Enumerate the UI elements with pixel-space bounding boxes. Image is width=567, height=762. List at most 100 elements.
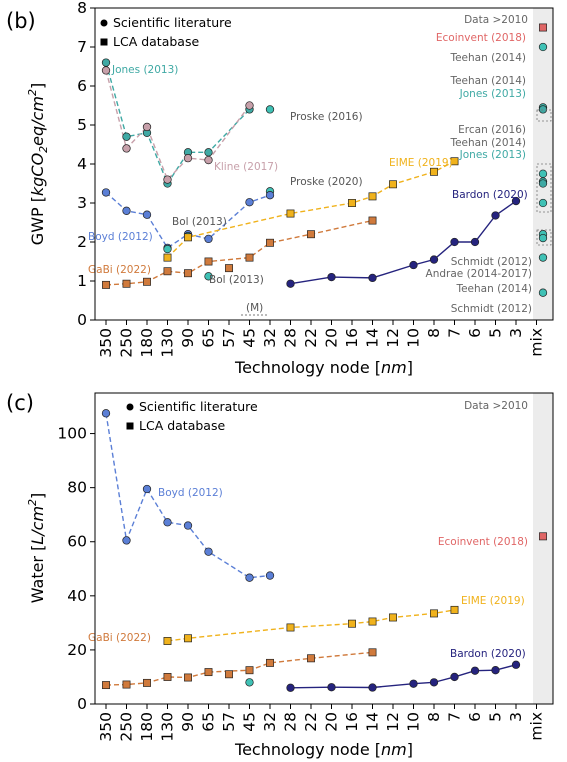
- water-x-ticks: 350 250 180 130 90 65 57 45 32 28 22 20 16 14 12 10 8 7 6 5…: [97, 704, 546, 742]
- gwp-y-axis-title: GWP [kgCO2eq/cm2]: [26, 83, 50, 245]
- data-point-circle: [142, 122, 152, 132]
- water-x-axis-title: Technology node [nm]: [234, 740, 413, 759]
- data-point-circle: [538, 288, 548, 297]
- x-tick-label: 3: [507, 712, 525, 722]
- water-series-markers: [101, 409, 521, 692]
- x-tick-label: 14: [364, 328, 382, 348]
- data-point-circle: [204, 148, 213, 157]
- data-point-circle: [409, 679, 418, 688]
- data-point-circle: [101, 58, 111, 67]
- data-point-circle: [122, 536, 131, 545]
- data-point-square: [286, 623, 295, 632]
- mix-label-ecoinvent-water: Ecoinvent (2018): [438, 536, 528, 548]
- series-line: [105, 191, 271, 249]
- x-tick-label: 8: [425, 328, 443, 338]
- data-point-square: [286, 209, 295, 218]
- gwp-axes-frame: [94, 7, 554, 321]
- water-panel: (c) 0 20 40 60 80 100 Water [L/cm2] 350 250 180…: [6, 391, 554, 759]
- data-point-square: [266, 658, 274, 667]
- water-panel-letter: (c): [6, 391, 34, 415]
- gwp-mix-markers: [538, 23, 548, 297]
- mix-group-box-1: [536, 109, 552, 122]
- x-tick-label: 180: [138, 328, 156, 358]
- data-point-square: [184, 673, 192, 682]
- data-point-square: [450, 157, 459, 166]
- x-tick-label: 180: [138, 712, 156, 742]
- legend-circle-marker: [126, 403, 134, 411]
- x-tick-label: 6: [466, 712, 484, 722]
- x-tick-label: 28: [282, 712, 300, 732]
- y-tick-label: 0: [77, 695, 87, 713]
- gwp-panel-letter: (b): [6, 9, 36, 33]
- data-point-circle: [245, 678, 254, 687]
- x-tick-label: 45: [241, 328, 259, 348]
- x-tick-label: 250: [118, 712, 136, 742]
- mix-label-ecoinvent: Ecoinvent (2018): [436, 32, 526, 44]
- data-point-circle: [450, 672, 459, 682]
- series-line: [105, 651, 373, 686]
- legend-literature-label: Scientific literature: [139, 399, 258, 414]
- x-tick-label: 45: [241, 712, 259, 732]
- data-point-circle: [163, 518, 172, 527]
- data-point-circle: [368, 273, 377, 283]
- water-y-axis-title: Water [L/cm2]: [26, 493, 47, 604]
- x-tick-label: 16: [343, 328, 361, 348]
- mix-label-ercan: Ercan (2016): [458, 124, 526, 136]
- x-tick-label: 8: [425, 712, 443, 722]
- data-point-circle: [183, 521, 193, 530]
- data-point-circle: [538, 233, 548, 243]
- y-tick-label: 2: [77, 233, 87, 251]
- data-point-square: [430, 167, 438, 176]
- anno-proske-2016: Proske (2016): [290, 111, 363, 123]
- data-point-square: [163, 253, 172, 262]
- data-point-circle: [327, 272, 336, 282]
- mix-label-teehan-1: Teehan (2014): [449, 52, 526, 64]
- data-point-circle: [204, 547, 213, 556]
- legend-square-marker: [126, 422, 134, 430]
- x-tick-label: 57: [220, 712, 238, 732]
- water-legend: Scientific literature LCA database: [126, 399, 258, 433]
- anno-boyd-2012: Boyd (2012): [88, 231, 153, 243]
- data-point-circle: [204, 234, 213, 244]
- data-point-square: [368, 617, 377, 626]
- anno-eime-2019: EIME (2019): [389, 157, 453, 169]
- anno-boyd-2012-water: Boyd (2012): [158, 487, 223, 499]
- mix-group-box-3: [536, 229, 552, 246]
- x-tick-label: 130: [159, 328, 177, 358]
- y-tick-label: 0: [77, 311, 87, 329]
- water-mix-band: [533, 393, 553, 704]
- data-point-circle: [265, 191, 275, 200]
- data-point-circle: [511, 196, 521, 206]
- x-tick-label: 12: [384, 712, 402, 732]
- y-tick-label: 5: [77, 116, 87, 134]
- data-point-square: [102, 681, 110, 690]
- x-tick-label: 20: [323, 712, 341, 732]
- legend-square-marker: [100, 38, 108, 46]
- gwp-legend: Scientific literature LCA database: [100, 15, 232, 49]
- gwp-x-ticks: 350 250 180 130 90 65 57 45 32 28 22 20 16 14 12 10 8 7 6 5…: [97, 320, 546, 358]
- data-point-square: [450, 605, 459, 614]
- gwp-series-markers: [101, 58, 521, 289]
- x-tick-label: mix: [528, 712, 546, 741]
- data-point-square: [389, 180, 397, 189]
- data-point-circle: [122, 132, 131, 141]
- x-tick-label: 90: [179, 328, 197, 348]
- data-point-square: [163, 673, 172, 681]
- y-tick-label: 7: [77, 38, 87, 56]
- data-point-circle: [163, 175, 172, 184]
- data-point-circle: [409, 260, 418, 270]
- data-point-square: [368, 216, 377, 225]
- mix-label-jones-2: Jones (2013): [459, 149, 526, 161]
- data-point-circle: [538, 169, 548, 178]
- x-tick-label: 6: [466, 328, 484, 338]
- x-tick-label: 32: [261, 328, 279, 348]
- data-point-square: [204, 257, 213, 266]
- data-point-square: [245, 666, 254, 675]
- anno-jones-2013: Jones (2013): [111, 64, 178, 76]
- data-point-circle: [538, 42, 548, 52]
- data-point-circle: [245, 101, 254, 110]
- y-tick-label: 6: [77, 77, 87, 95]
- y-tick-label: 1: [77, 272, 87, 290]
- data-point-circle: [286, 279, 295, 288]
